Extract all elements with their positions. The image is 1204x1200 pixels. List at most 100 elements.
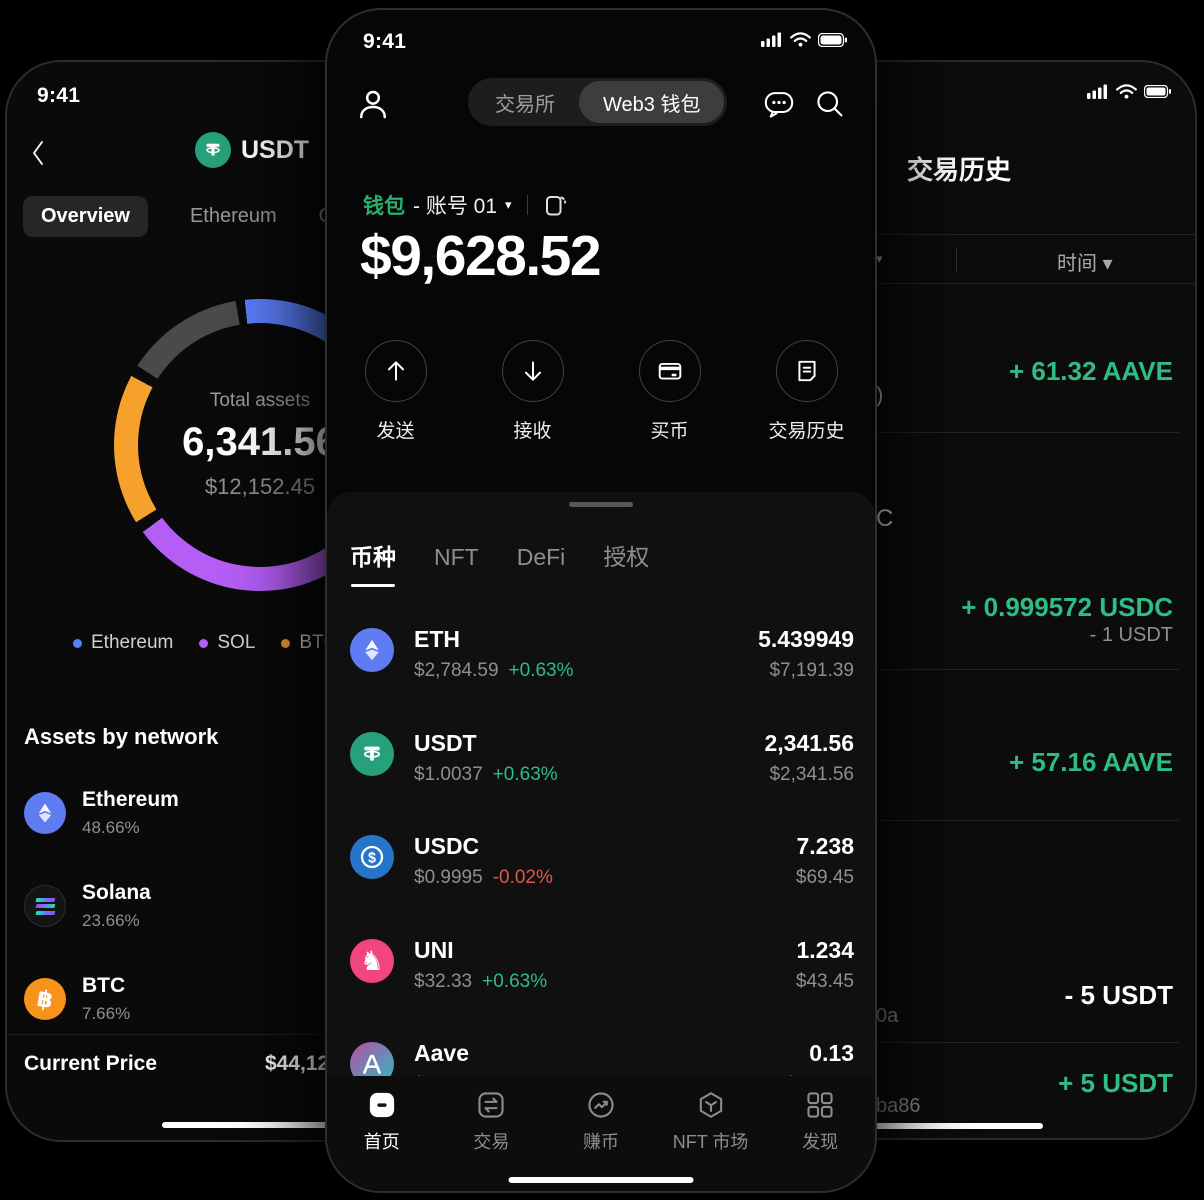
footer-divider	[7, 1034, 497, 1035]
discover-grid-icon	[807, 1092, 833, 1118]
filter-bar: ▾ 时间 ▾	[723, 234, 1195, 284]
account-label: - 账号 01	[413, 195, 498, 218]
tab-exchange[interactable]: 交易所	[495, 93, 555, 116]
battery-icon	[1144, 85, 1171, 98]
nav-home[interactable]: 首页	[327, 1076, 437, 1191]
usdt-icon	[194, 132, 231, 168]
token-title: USDT	[240, 135, 310, 164]
receive-arrow-down-icon	[501, 340, 564, 402]
scan-account-button[interactable]	[543, 192, 567, 219]
solana-icon	[24, 885, 66, 927]
back-chevron-icon	[33, 141, 43, 165]
cellular-icon	[1087, 84, 1107, 99]
txn-left-fragment: C	[876, 505, 894, 532]
token-page-title: USDT	[7, 132, 497, 168]
trade-icon	[478, 1092, 504, 1118]
usdt-icon	[350, 732, 394, 776]
txn-left-fragment: )	[876, 382, 884, 407]
row-divider	[723, 1042, 1179, 1043]
tab-overview[interactable]: Overview	[23, 195, 148, 237]
wallet-account-switcher[interactable]: 钱包 - 账号 01 ▾	[363, 190, 567, 220]
tab-coins[interactable]: 币种	[350, 538, 396, 587]
token-row-eth[interactable]: ETH $2,784.59 +0.63% 5.439949 $7,191.39	[350, 626, 856, 704]
chat-icon	[764, 92, 794, 118]
transaction-history-title: 交易历史	[906, 155, 1011, 185]
tab-nft[interactable]: NFT	[434, 544, 479, 570]
send-button[interactable]: 发送	[327, 340, 464, 443]
change-pct: +0.63%	[492, 764, 558, 785]
filter-left-caret-icon[interactable]: ▾	[876, 251, 883, 266]
search-button[interactable]	[814, 88, 845, 119]
wifi-icon	[790, 32, 811, 47]
tab-approvals[interactable]: 授权	[603, 544, 650, 570]
wallet-label: 钱包	[363, 195, 405, 218]
search-icon	[817, 91, 843, 117]
tab-defi[interactable]: DeFi	[516, 544, 566, 570]
receive-button[interactable]: 接收	[464, 340, 601, 443]
sheet-drag-handle[interactable]	[569, 502, 633, 507]
token-row-usdt[interactable]: USDT $1.0037 +0.63% 2,341.56 $2,341.56	[350, 730, 856, 808]
txn-left-fragment: ba86	[876, 1095, 921, 1117]
usdc-icon: $	[350, 835, 394, 879]
nav-nft-market[interactable]: NFT 市场	[656, 1076, 766, 1191]
action-buttons: 发送 接收 买币 交易历史	[327, 340, 875, 443]
nav-trade[interactable]: 交易	[437, 1076, 547, 1191]
profile-button[interactable]	[355, 86, 391, 122]
home-indicator[interactable]	[508, 1177, 694, 1183]
txn-amount: + 0.999572 USDC	[961, 592, 1173, 622]
svg-text:$: $	[368, 850, 376, 866]
nav-discover[interactable]: 发现	[765, 1076, 875, 1191]
token-row-uni[interactable]: ♞ UNI $32.33 +0.63% 1.234 $43.45	[350, 937, 856, 1015]
current-price-value: $44,12	[265, 1052, 330, 1075]
tab-ethereum[interactable]: Ethereum	[189, 204, 277, 227]
legend-ethereum: Ethereum	[73, 632, 173, 654]
assets-by-network-title: Assets by network	[24, 724, 219, 749]
row-divider	[723, 669, 1179, 670]
back-button[interactable]	[29, 138, 47, 168]
buy-crypto-button[interactable]: 买币	[601, 340, 738, 443]
battery-icon	[818, 32, 847, 47]
cellular-icon	[761, 32, 781, 47]
change-pct: -0.02%	[492, 867, 553, 888]
tab-web3-wallet[interactable]: Web3 钱包	[579, 81, 725, 123]
time-filter[interactable]: 时间 ▾	[1057, 253, 1113, 275]
chevron-down-icon: ▾	[505, 197, 512, 212]
nft-hexagon-icon	[699, 1092, 722, 1118]
total-balance: $9,628.52	[360, 224, 602, 288]
uni-unicorn-icon: ♞	[350, 939, 394, 983]
nav-earn[interactable]: 赚币	[546, 1076, 656, 1191]
legend-dot-btc	[281, 638, 291, 648]
assets-donut-chart: Total assets 6,341.56 $12,152.45	[114, 299, 406, 591]
txn-left-fragment: 0a	[876, 1005, 899, 1027]
history-doc-icon	[775, 340, 838, 402]
home-indicator[interactable]	[162, 1122, 347, 1128]
history-button[interactable]: 交易历史	[738, 340, 875, 443]
status-time: 9:41	[37, 84, 81, 107]
change-pct: +0.63%	[482, 971, 548, 992]
divider	[526, 195, 528, 215]
assets-sheet	[327, 492, 875, 1191]
profile-icon	[359, 90, 387, 119]
home-icon	[369, 1092, 394, 1118]
row-divider	[723, 820, 1179, 821]
earn-icon	[588, 1092, 614, 1118]
network-row-ethereum[interactable]: Ethereum 48.66%	[24, 788, 179, 838]
eth-icon	[350, 628, 394, 672]
token-row-usdc[interactable]: $ USDC $0.9995 -0.02% 7.238 $69.45	[350, 833, 856, 911]
status-icons	[761, 32, 847, 47]
send-arrow-up-icon	[364, 340, 427, 402]
sheet-tabs: 币种 NFT DeFi 授权	[350, 538, 650, 587]
status-time: 9:41	[363, 30, 407, 53]
home-indicator[interactable]	[875, 1123, 1043, 1129]
txn-amount: + 5 USDT	[1058, 1068, 1173, 1098]
network-row-btc[interactable]: ฿ BTC 7.66%	[24, 974, 130, 1024]
support-chat-button[interactable]	[763, 88, 795, 120]
row-divider	[723, 432, 1179, 433]
bottom-nav: 首页 交易 赚币 NFT 市场 发现	[327, 1076, 875, 1191]
center-phone: 9:41 交易所 Web3 钱包 钱包 - 账号 01 ▾	[325, 8, 877, 1193]
ethereum-icon	[24, 792, 66, 834]
network-row-solana[interactable]: Solana 23.66%	[24, 881, 151, 931]
donut-legend: Ethereum SOL BTC	[73, 632, 337, 654]
card-icon	[638, 340, 701, 402]
